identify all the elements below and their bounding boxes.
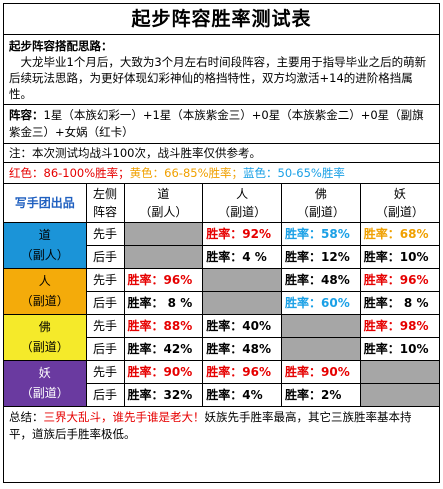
left-lineup-header: 左侧 阵容 [85, 184, 125, 223]
intro-section: 起步阵容搭配思路： 大龙毕业1个月后，大致为3个月左右时间段阵容，主要用于指导毕… [4, 35, 439, 105]
row-sub: （副道） [20, 340, 69, 354]
win-rate-cell: 胜率：96% [123, 267, 204, 292]
win-rate-cell: 胜率：96% [202, 359, 282, 384]
win-rate-cell: 胜率：58% [281, 221, 361, 246]
legend-red: 红色：86-100%胜率； [9, 166, 130, 180]
win-rate-cell: 胜率：68% [359, 221, 439, 246]
intro-heading: 起步阵容搭配思路： [9, 39, 113, 53]
mirror-match-cell [281, 313, 361, 338]
mirror-match-cell [202, 267, 282, 292]
row-header-dao: 道 （副人） [4, 221, 87, 269]
test-note: 注：本次测试均战斗100次，战斗胜率仅供参考。 [4, 144, 439, 163]
row-sub: （副道） [20, 294, 69, 308]
first-hand-label: 先手 [85, 267, 125, 292]
win-rate-cell: 胜率：90% [123, 359, 204, 384]
column-name: 妖 [393, 186, 406, 201]
win-rate-cell: 胜率：10% [359, 336, 439, 361]
second-hand-label: 后手 [86, 290, 125, 315]
column-sub: （副道） [218, 204, 267, 219]
win-rate-cell: 胜率：90% [281, 359, 361, 384]
color-legend: 红色：86-100%胜率；黄色：66-85%胜率；蓝色：50-65%胜率 [4, 163, 439, 184]
win-rate-cell: 胜率：60% [281, 290, 361, 315]
win-rate-cell: 胜率：98% [359, 313, 439, 338]
win-rate-cell: 胜率：48% [281, 267, 361, 292]
row-header-fo: 佛 （副道） [4, 313, 87, 361]
table-row: 后手 胜率：42% 胜率：48% 胜率：10% [4, 336, 439, 361]
credit-label: 写手团出品 [4, 184, 87, 223]
column-name: 道 [157, 186, 170, 201]
win-rate-cell: 胜率：88% [123, 313, 204, 338]
lineup-text: 1星（本族幻彩一）+1星（本族紫金三）+0星（本族紫金二）+0星（副旗紫金三）+… [9, 108, 424, 139]
summary-label: 总结： [9, 409, 44, 424]
row-name: 人 [38, 274, 51, 288]
column-header-fo: 佛 （副道） [281, 184, 361, 223]
win-rate-cell: 胜率：40% [202, 313, 282, 338]
win-rate-sheet: 起步阵容胜率测试表 起步阵容搭配思路： 大龙毕业1个月后，大致为3个月左右时间段… [3, 3, 440, 483]
first-hand-label: 先手 [85, 221, 125, 246]
second-hand-label: 后手 [86, 382, 125, 407]
table-row: 道 （副人） 先手 胜率：92% 胜率：58% 胜率：68% [4, 221, 439, 269]
row-header-yao: 妖 （副道） [4, 359, 87, 407]
first-hand-label: 先手 [85, 313, 125, 338]
win-rate-cell: 胜率：10% [359, 244, 439, 269]
column-header-yao: 妖 （副道） [359, 184, 439, 223]
win-rate-cell: 胜率：92% [202, 221, 282, 246]
win-rate-cell: 胜率：4% [202, 382, 282, 407]
mirror-match-cell [123, 221, 204, 246]
left-header-line2: 阵容 [92, 204, 117, 219]
column-name: 佛 [314, 186, 327, 201]
column-name: 人 [236, 186, 249, 201]
mirror-match-cell [359, 359, 439, 384]
table-row: 后手 胜率：32% 胜率：4% 胜率：2% [4, 382, 439, 407]
column-header-ren: 人 （副道） [202, 184, 282, 223]
summary-highlight: 三界大乱斗，谁先手谁是老大！ [43, 409, 205, 424]
column-sub: （副人） [139, 204, 188, 219]
row-header-ren: 人 （副道） [4, 267, 87, 315]
lineup-section: 阵容：1星（本族幻彩一）+1星（本族紫金三）+0星（本族紫金二）+0星（副旗紫金… [4, 105, 439, 144]
win-rate-cell: 胜率： 8 % [359, 290, 439, 315]
row-name: 佛 [38, 320, 51, 334]
summary-section: 总结：三界大乱斗，谁先手谁是老大！妖族先手胜率最高，其它三族胜率基本持平，道族后… [4, 407, 439, 445]
lineup-label: 阵容： [9, 108, 44, 122]
second-hand-label: 后手 [86, 244, 125, 269]
summary-rest: 妖族先手胜率最高，其它三族胜率基本持平，道族后手胜率极低。 [9, 409, 412, 441]
row-name: 道 [38, 228, 51, 242]
win-rate-cell: 胜率：12% [281, 244, 361, 269]
mirror-match-cell [359, 382, 439, 407]
win-rate-cell: 胜率：48% [202, 336, 282, 361]
win-rate-cell: 胜率：96% [359, 267, 439, 292]
second-hand-label: 后手 [86, 336, 125, 361]
win-rate-cell: 胜率： 8 % [123, 290, 204, 315]
win-rate-cell: 胜率：4 % [202, 244, 282, 269]
table-row: 佛 （副道） 先手 胜率：88% 胜率：40% 胜率：98% [4, 313, 439, 361]
page-title: 起步阵容胜率测试表 [4, 4, 439, 35]
win-rate-cell: 胜率：32% [123, 382, 204, 407]
table-row: 妖（副道） 先手 胜率：90% 胜率：96% 胜率：90% [4, 359, 439, 407]
column-sub: （副道） [375, 204, 424, 219]
win-rate-cell: 胜率：42% [123, 336, 204, 361]
table-row: 后手 胜率： 8 % 胜率：60% 胜率： 8 % [4, 290, 439, 315]
table-row: 人（副道） 先手 胜率：96% 胜率：48% 胜率：96% [4, 267, 439, 315]
row-sub: （副道） [20, 386, 69, 400]
win-rate-cell: 胜率：2% [281, 382, 361, 407]
row-sub: （副人） [20, 248, 69, 262]
row-name: 妖 [38, 366, 51, 380]
mirror-match-cell [281, 336, 361, 361]
column-header-dao: 道 （副人） [123, 184, 204, 223]
column-sub: （副道） [296, 204, 345, 219]
intro-body: 大龙毕业1个月后，大致为3个月左右时间段阵容，主要用于指导毕业之后的萌新后续玩法… [9, 55, 427, 101]
win-rate-table: 写手团出品 左侧阵容 道 （副人） 人 （副道） 佛 （副道） 妖 （副道） 道 （副人）… [4, 184, 439, 407]
legend-yellow: 黄色：66-85%胜率； [129, 166, 244, 180]
first-hand-label: 先手 [85, 359, 125, 384]
legend-blue: 蓝色：50-65%胜率 [243, 166, 345, 180]
left-header-line1: 左侧 [92, 186, 117, 201]
mirror-match-cell [202, 290, 282, 315]
mirror-match-cell [123, 244, 204, 269]
